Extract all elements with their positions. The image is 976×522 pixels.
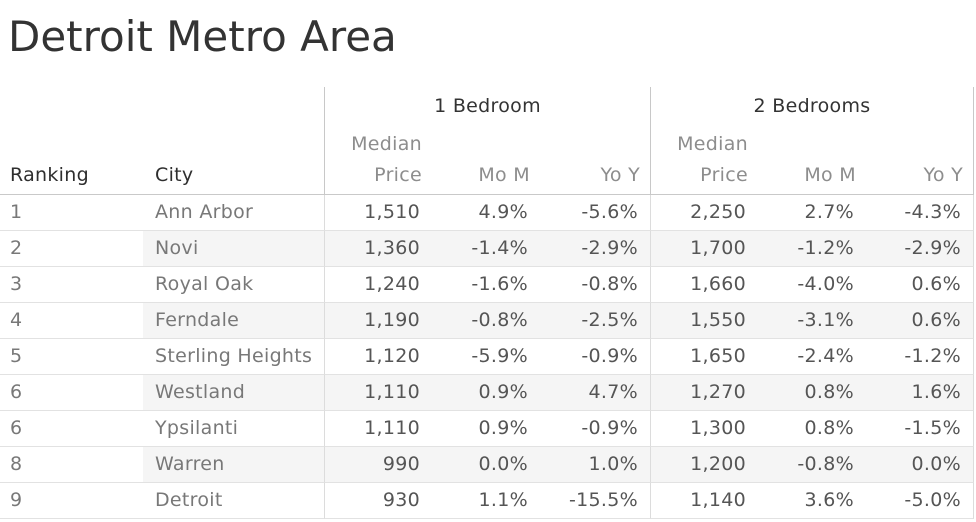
- cell-city[interactable]: Detroit: [143, 483, 324, 519]
- cell-1br-mom[interactable]: -1.6%: [432, 267, 540, 303]
- cell-ranking[interactable]: 4: [0, 303, 143, 339]
- cell-2br-mom[interactable]: 0.8%: [758, 411, 866, 447]
- cell-1br-median-price[interactable]: 1,240: [324, 267, 432, 303]
- column-group-2-bedrooms: 2 Bedrooms: [650, 87, 974, 125]
- cell-ranking[interactable]: 2: [0, 231, 143, 267]
- cell-2br-yoy[interactable]: 0.6%: [866, 267, 974, 303]
- cell-2br-yoy[interactable]: -1.2%: [866, 339, 974, 375]
- cell-ranking[interactable]: 8: [0, 447, 143, 483]
- header-1br-median-price: Median Price: [324, 125, 432, 195]
- cell-1br-median-price[interactable]: 1,360: [324, 231, 432, 267]
- cell-2br-mom[interactable]: -4.0%: [758, 267, 866, 303]
- cell-2br-median-price[interactable]: 1,550: [650, 303, 758, 339]
- cell-1br-yoy[interactable]: -0.9%: [540, 411, 650, 447]
- cell-2br-median-price[interactable]: 1,200: [650, 447, 758, 483]
- cell-1br-median-price[interactable]: 1,110: [324, 375, 432, 411]
- header-median-line1: Median: [351, 133, 422, 155]
- cell-1br-median-price[interactable]: 1,510: [324, 195, 432, 231]
- header-2br-mom: Mo M: [758, 125, 866, 195]
- cell-ranking[interactable]: 6: [0, 411, 143, 447]
- cell-1br-yoy[interactable]: -2.9%: [540, 231, 650, 267]
- cell-city[interactable]: Sterling Heights: [143, 339, 324, 375]
- cell-1br-yoy[interactable]: -2.5%: [540, 303, 650, 339]
- rent-table: 1 Bedroom 2 Bedrooms Ranking City Median…: [0, 87, 974, 519]
- cell-1br-median-price[interactable]: 1,110: [324, 411, 432, 447]
- page-title: Detroit Metro Area: [8, 12, 397, 61]
- cell-ranking[interactable]: 1: [0, 195, 143, 231]
- cell-1br-mom[interactable]: -0.8%: [432, 303, 540, 339]
- cell-1br-median-price[interactable]: 1,120: [324, 339, 432, 375]
- cell-1br-mom[interactable]: 1.1%: [432, 483, 540, 519]
- cell-1br-mom[interactable]: 4.9%: [432, 195, 540, 231]
- cell-1br-mom[interactable]: 0.9%: [432, 375, 540, 411]
- cell-2br-mom[interactable]: -2.4%: [758, 339, 866, 375]
- cell-2br-mom[interactable]: -0.8%: [758, 447, 866, 483]
- column-group-1-bedroom: 1 Bedroom: [324, 87, 650, 125]
- cell-2br-mom[interactable]: -3.1%: [758, 303, 866, 339]
- cell-2br-yoy[interactable]: 0.0%: [866, 447, 974, 483]
- cell-city[interactable]: Ypsilanti: [143, 411, 324, 447]
- cell-1br-yoy[interactable]: -0.8%: [540, 267, 650, 303]
- cell-2br-yoy[interactable]: 0.6%: [866, 303, 974, 339]
- cell-1br-yoy[interactable]: -15.5%: [540, 483, 650, 519]
- header-2br-median-price: Median Price: [650, 125, 758, 195]
- cell-2br-yoy[interactable]: -5.0%: [866, 483, 974, 519]
- cell-ranking[interactable]: 9: [0, 483, 143, 519]
- column-group-spacer: [0, 87, 324, 125]
- cell-2br-yoy[interactable]: -4.3%: [866, 195, 974, 231]
- cell-1br-mom[interactable]: 0.0%: [432, 447, 540, 483]
- cell-2br-mom[interactable]: 3.6%: [758, 483, 866, 519]
- cell-1br-mom[interactable]: 0.9%: [432, 411, 540, 447]
- header-median-line2: Price: [700, 164, 748, 186]
- cell-city[interactable]: Novi: [143, 231, 324, 267]
- header-1br-yoy: Yo Y: [540, 125, 650, 195]
- cell-2br-median-price[interactable]: 1,300: [650, 411, 758, 447]
- cell-2br-mom[interactable]: -1.2%: [758, 231, 866, 267]
- cell-2br-median-price[interactable]: 1,660: [650, 267, 758, 303]
- cell-1br-mom[interactable]: -1.4%: [432, 231, 540, 267]
- cell-1br-mom[interactable]: -5.9%: [432, 339, 540, 375]
- header-ranking: Ranking: [0, 125, 143, 195]
- cell-1br-median-price[interactable]: 990: [324, 447, 432, 483]
- cell-2br-median-price[interactable]: 1,270: [650, 375, 758, 411]
- cell-1br-yoy[interactable]: 1.0%: [540, 447, 650, 483]
- header-city: City: [143, 125, 324, 195]
- cell-city[interactable]: Warren: [143, 447, 324, 483]
- cell-2br-mom[interactable]: 0.8%: [758, 375, 866, 411]
- cell-1br-median-price[interactable]: 930: [324, 483, 432, 519]
- cell-city[interactable]: Ferndale: [143, 303, 324, 339]
- cell-1br-yoy[interactable]: -5.6%: [540, 195, 650, 231]
- cell-ranking[interactable]: 3: [0, 267, 143, 303]
- cell-1br-yoy[interactable]: 4.7%: [540, 375, 650, 411]
- cell-2br-median-price[interactable]: 1,650: [650, 339, 758, 375]
- header-median-line2: Price: [374, 164, 422, 186]
- cell-2br-yoy[interactable]: -2.9%: [866, 231, 974, 267]
- cell-1br-yoy[interactable]: -0.9%: [540, 339, 650, 375]
- cell-city[interactable]: Ann Arbor: [143, 195, 324, 231]
- cell-2br-median-price[interactable]: 1,140: [650, 483, 758, 519]
- header-2br-yoy: Yo Y: [866, 125, 974, 195]
- cell-2br-yoy[interactable]: 1.6%: [866, 375, 974, 411]
- cell-1br-median-price[interactable]: 1,190: [324, 303, 432, 339]
- cell-2br-median-price[interactable]: 1,700: [650, 231, 758, 267]
- header-1br-mom: Mo M: [432, 125, 540, 195]
- header-median-line1: Median: [677, 133, 748, 155]
- cell-2br-yoy[interactable]: -1.5%: [866, 411, 974, 447]
- cell-ranking[interactable]: 6: [0, 375, 143, 411]
- cell-city[interactable]: Westland: [143, 375, 324, 411]
- cell-2br-mom[interactable]: 2.7%: [758, 195, 866, 231]
- cell-ranking[interactable]: 5: [0, 339, 143, 375]
- cell-city[interactable]: Royal Oak: [143, 267, 324, 303]
- cell-2br-median-price[interactable]: 2,250: [650, 195, 758, 231]
